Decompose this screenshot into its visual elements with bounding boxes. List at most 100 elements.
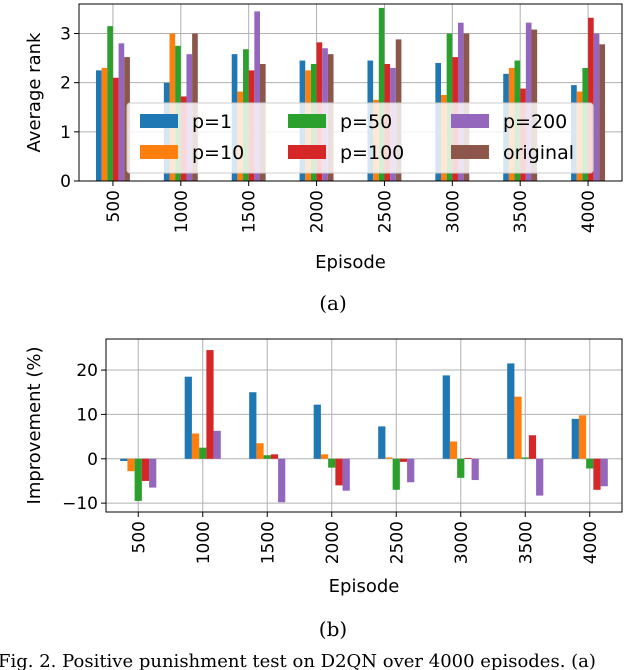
x-tick-label-2000: 2000 [308,190,328,233]
bar-p50-500 [107,26,113,181]
x-tick-label-500: 500 [104,190,124,222]
bar-p50-500 [134,458,142,501]
x-tick-label-1000: 1000 [194,521,214,564]
bar-p200-3000 [471,458,479,481]
bar-p200-4000 [600,458,608,487]
legend-label-p10: p=10 [192,142,244,164]
bar-p200-3500 [525,22,532,181]
y-tick-label: 0 [87,450,98,470]
bar-p200-1500 [278,458,286,503]
x-tick-label-3000: 3000 [443,190,463,233]
bar-p50-3500 [521,457,529,459]
bar-p200-4000 [593,33,600,181]
bar-p1-1500 [249,392,257,459]
legend-swatch-original [451,145,489,159]
bar-p10-1500 [256,443,264,459]
bar-p50-1500 [263,455,271,459]
bar-p1-1000 [184,376,192,459]
y-axis-label: Average rank [24,32,45,152]
bar-p200-2000 [342,458,350,491]
legend-label-p1: p=1 [192,111,232,133]
legend-label-original: original [503,142,574,164]
x-axis-label: Episode [329,576,400,597]
bar-p1-500 [120,458,128,461]
bar-p1-3000 [442,375,450,459]
x-tick-label-500: 500 [129,521,149,553]
x-tick-label-3000: 3000 [452,521,472,564]
bar-p1-2500 [378,426,386,459]
bar-p200-1000 [213,430,221,459]
legend-label-p50: p=50 [340,111,392,133]
bar-p100-500 [112,77,119,181]
bar-p100-4000 [593,458,601,490]
bar-p50-2500 [392,458,400,490]
legend-label-p100: p=100 [340,142,404,164]
bar-p10-1000 [191,433,200,459]
bar-p50-4000 [586,458,594,469]
bar-p10-500 [101,67,108,181]
x-tick-label-1000: 1000 [172,190,192,233]
y-tick-label: 20 [76,361,98,381]
y-axis-label: Improvement (%) [24,347,45,505]
bar-p100-2500 [399,458,408,462]
bar-p200-500 [118,43,125,182]
y-tick-label: 3 [60,25,71,45]
legend-swatch-p1 [140,114,178,128]
bar-p10-2500 [385,457,393,459]
bar-p200-3500 [536,458,544,496]
bar-p10-3000 [449,441,458,459]
bar-p10-4000 [578,415,587,459]
x-axis-label: Episode [315,252,386,273]
legend-swatch-p100 [288,145,326,159]
bar-p50-2500 [378,7,385,181]
bar-p100-4000 [588,17,594,182]
bar-original-4000 [599,44,606,181]
bar-p10-2000 [320,454,329,459]
bar-p100-1500 [270,454,279,459]
x-tick-label-1500: 1500 [258,521,278,564]
bar-p200-1500 [254,11,260,181]
bar-p1-3500 [507,363,515,459]
legend-swatch-p50 [288,114,326,128]
x-tick-label-4000: 4000 [579,190,599,233]
x-tick-label-3500: 3500 [511,190,531,233]
bar-p200-3000 [457,22,464,181]
bar-p1-500 [95,70,102,181]
bar-p100-500 [141,458,150,481]
bar-p50-1000 [199,447,207,459]
bar-p50-2000 [328,458,336,468]
axes-frame [105,338,623,513]
axes-frame [78,3,623,182]
bar-p200-500 [149,458,157,488]
y-tick-label: −10 [62,494,98,514]
x-tick-label-2500: 2500 [375,190,395,233]
bar-p100-3500 [528,435,537,459]
bar-p10-3500 [514,396,522,459]
legend-label-p200: p=200 [503,111,567,133]
bar-p100-1000 [206,350,214,459]
bar-p200-2500 [407,458,415,483]
bar-p50-3000 [457,458,465,478]
bar-p100-2000 [335,458,343,486]
x-tick-label-3500: 3500 [516,521,536,564]
x-tick-label-2500: 2500 [387,521,407,564]
legend-swatch-p10 [140,145,178,159]
legend: p=1 p=10 p=50 p=100 p=200 original [126,102,594,174]
y-tick-label: 2 [60,74,71,94]
legend-swatch-p200 [451,114,489,128]
bar-p1-2000 [313,404,321,459]
x-tick-label-1500: 1500 [240,190,260,233]
y-tick-label: 1 [60,123,71,143]
x-tick-label-4000: 4000 [581,521,601,564]
y-tick-label: 10 [76,405,98,425]
panel-b-label: (b) [319,617,347,641]
panel-a-label: (a) [319,291,347,315]
figure-caption: Fig. 2. Positive punishment test on D2QN… [0,651,596,670]
bar-p100-3000 [464,457,472,459]
x-tick-label-2000: 2000 [323,521,343,564]
bar-p1-4000 [571,418,579,459]
panel-b-chart: −10 0 10 20 500 1000 1500 2000 2500 3000 3500 4000 E… [24,338,623,597]
y-tick-label: 0 [60,172,71,192]
